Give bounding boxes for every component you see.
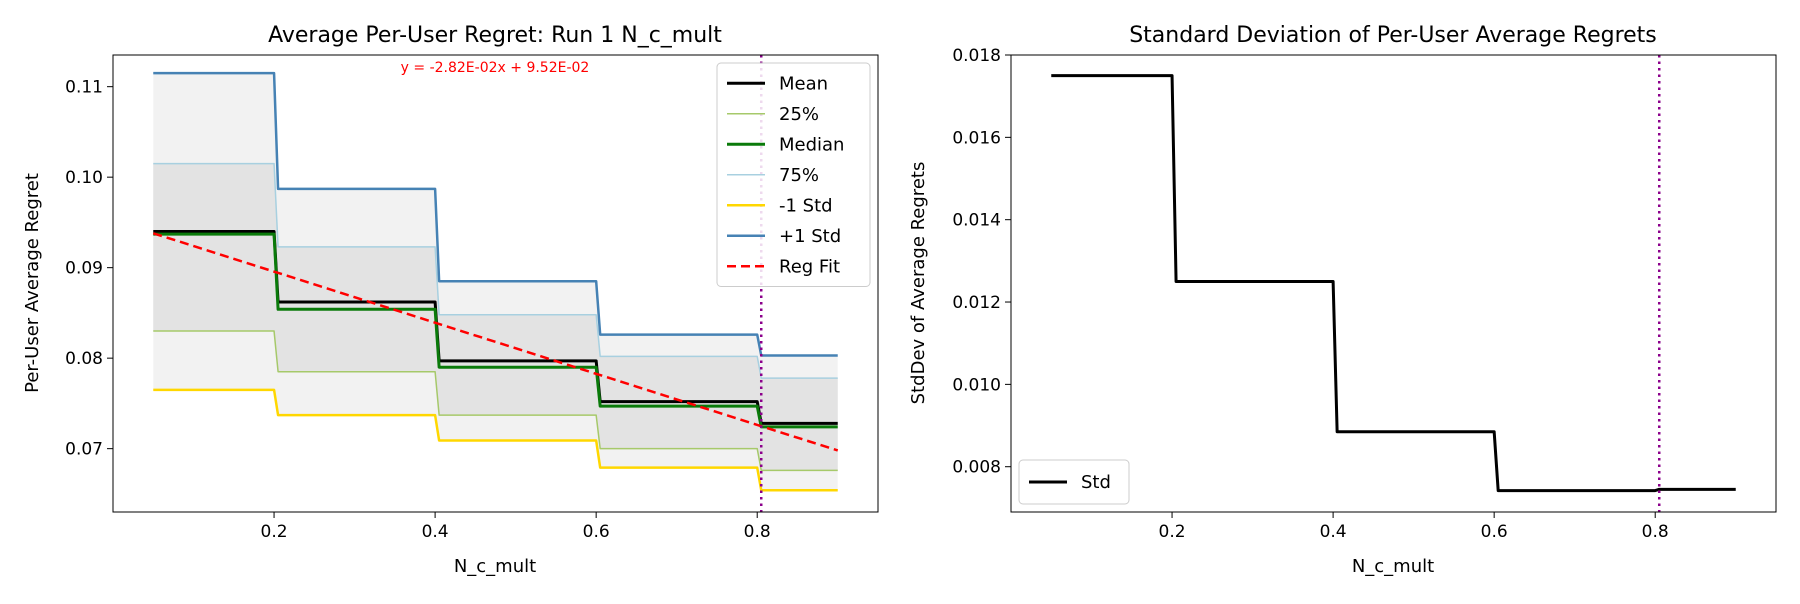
stddev-x-tick-label: 0.6 [1481, 522, 1508, 542]
series-line-plus1-std [153, 71, 838, 357]
band-25pct-to-75pct [153, 163, 838, 471]
legend-label-75pct: 75% [779, 165, 819, 186]
series-line-std [1051, 74, 1736, 493]
legend-label-median: Median [779, 134, 844, 155]
series-line-25pct [153, 330, 838, 472]
regret-y-tick-label: 0.07 [65, 440, 103, 460]
stddev-plot-frame [1010, 54, 1777, 513]
legend-label-plus1-std: +1 Std [779, 226, 841, 247]
regret-legend-box [716, 62, 871, 287]
stddev-y-tick-label: 0.018 [952, 46, 1001, 66]
stddev-plot-area [1051, 55, 1736, 512]
regret-x-tick-label: 0.2 [261, 522, 288, 542]
stddev-chart: Standard Deviation of Per-User Average R… [908, 23, 1777, 577]
stddev-legend-box [1018, 459, 1130, 505]
regression-equation-annotation: y = -2.82E-02x + 9.52E-02 [401, 60, 590, 76]
stddev-chart-title: Standard Deviation of Per-User Average R… [1129, 23, 1657, 48]
stddev-x-tick-label: 0.4 [1320, 522, 1347, 542]
legend-label-reg-fit: Reg Fit [779, 256, 840, 277]
stddev-y-tick-label: 0.008 [952, 458, 1001, 478]
regret-axis-ticks: 0.2 0.4 0.6 0.8 0.07 0.08 0.09 0.10 0.11 [65, 78, 771, 542]
regret-legend: Mean 25% Median 75% -1 Std +1 Std Reg Fit [716, 62, 871, 287]
stddev-legend: Std [1018, 459, 1130, 505]
regret-y-tick-label: 0.10 [65, 168, 103, 188]
stddev-x-tick-label: 0.2 [1159, 522, 1186, 542]
regret-y-axis-label: Per-User Average Regret [22, 173, 43, 393]
stddev-y-tick-label: 0.012 [952, 293, 1001, 313]
regret-x-tick-label: 0.4 [422, 522, 449, 542]
regret-chart: Average Per-User Regret: Run 1 N_c_mult … [22, 23, 879, 577]
stddev-y-axis-label: StdDev of Average Regrets [908, 162, 929, 405]
stddev-x-tick-label: 0.8 [1642, 522, 1669, 542]
legend-label-std: Std [1081, 472, 1111, 493]
stddev-x-axis-label: N_c_mult [1352, 556, 1434, 577]
legend-label-minus1-std: -1 Std [779, 195, 833, 216]
stddev-y-tick-label: 0.014 [952, 211, 1001, 231]
series-line-minus1-std [153, 388, 838, 492]
regret-chart-title: Average Per-User Regret: Run 1 N_c_mult [268, 23, 722, 48]
legend-label-mean: Mean [779, 73, 828, 94]
stddev-y-tick-label: 0.016 [952, 128, 1001, 148]
series-line-75pct [153, 162, 838, 379]
regret-y-tick-label: 0.08 [65, 349, 103, 369]
regret-x-tick-label: 0.8 [744, 522, 771, 542]
regret-plot-frame [112, 54, 879, 513]
stddev-axis-ticks: 0.2 0.4 0.6 0.8 0.008 0.010 0.012 0.014 0.016 0.0… [952, 46, 1668, 542]
regret-x-axis-label: N_c_mult [454, 556, 536, 577]
regret-y-tick-label: 0.09 [65, 259, 103, 279]
legend-label-25pct: 25% [779, 104, 819, 125]
regret-y-tick-label: 0.11 [65, 78, 103, 98]
series-line-reg-fit [152, 232, 839, 452]
stddev-y-tick-label: 0.010 [952, 375, 1001, 395]
stddev-plot-layer [1051, 55, 1736, 512]
regret-x-tick-label: 0.6 [583, 522, 610, 542]
